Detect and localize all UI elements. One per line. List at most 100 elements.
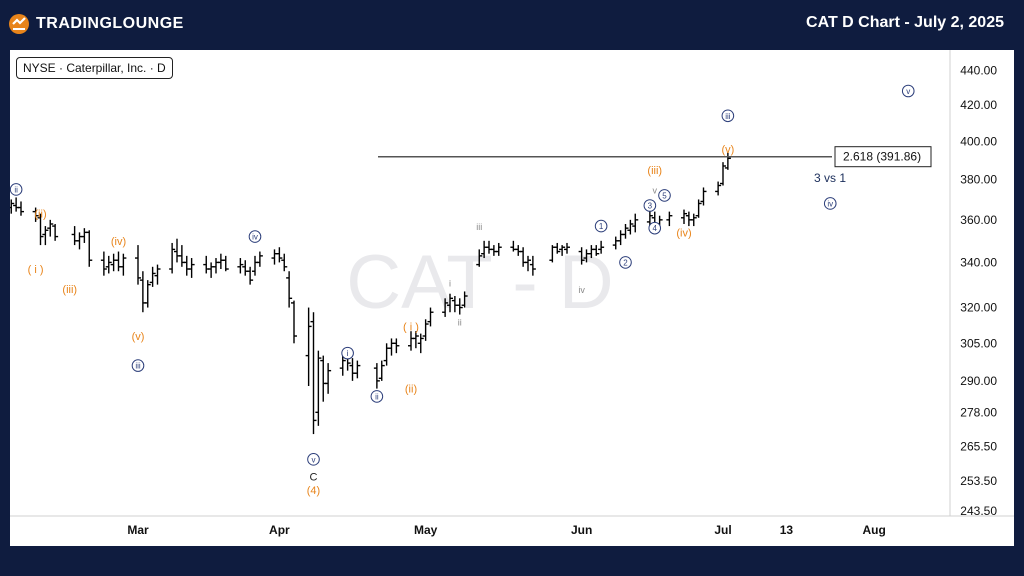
svg-text:(iv): (iv) bbox=[676, 227, 691, 239]
svg-text:(v): (v) bbox=[721, 144, 734, 156]
ohlc-bar bbox=[183, 255, 190, 276]
wave-label: (ii) bbox=[405, 384, 417, 396]
ohlc-bar bbox=[724, 152, 731, 170]
wave-label: v bbox=[307, 453, 320, 466]
ohlc-bar bbox=[144, 280, 151, 308]
ohlc-bar bbox=[354, 360, 361, 379]
svg-text:iii: iii bbox=[476, 222, 482, 232]
ohlc-bar bbox=[695, 199, 702, 218]
svg-text:iv: iv bbox=[252, 233, 258, 242]
ohlc-bar bbox=[564, 242, 570, 254]
wave-label: 5 bbox=[658, 189, 671, 202]
wave-label: (iii) bbox=[62, 284, 77, 296]
ohlc-bar bbox=[632, 213, 639, 233]
ohlc-bar bbox=[149, 266, 156, 287]
ohlc-bar bbox=[47, 219, 54, 237]
ohlc-bar bbox=[174, 238, 180, 263]
y-tick-label: 265.50 bbox=[960, 440, 997, 454]
y-tick-label: 320.00 bbox=[960, 301, 997, 315]
x-tick-label: Jul bbox=[714, 523, 731, 537]
svg-text:5: 5 bbox=[662, 191, 667, 200]
ohlc-bar bbox=[388, 338, 395, 356]
wave-label: v bbox=[653, 185, 658, 195]
ohlc-bar bbox=[720, 162, 726, 186]
annotation-text: 3 vs 1 bbox=[814, 171, 846, 185]
ohlc-bar bbox=[325, 363, 332, 394]
svg-text:4: 4 bbox=[653, 224, 658, 233]
ohlc-bar bbox=[598, 240, 605, 254]
wave-label: ii bbox=[9, 183, 23, 196]
wave-label: ii bbox=[370, 390, 384, 403]
ohlc-bar bbox=[237, 258, 244, 274]
ohlc-bar bbox=[32, 207, 39, 222]
top-bar: TRADINGLOUNGE CAT D Chart - July 2, 2025 bbox=[0, 0, 1024, 48]
ohlc-bar bbox=[105, 255, 112, 274]
brand-name: TRADINGLOUNGE bbox=[36, 15, 184, 32]
wave-label: iii bbox=[721, 109, 735, 123]
ohlc-bar bbox=[525, 255, 531, 272]
ohlc-bar bbox=[135, 245, 141, 285]
ohlc-bar bbox=[617, 230, 624, 246]
ohlc-bar bbox=[408, 331, 414, 351]
wave-label: i bbox=[449, 278, 451, 288]
fib-level-label: 2.618 (391.86) bbox=[834, 146, 932, 168]
svg-text:( i ): ( i ) bbox=[28, 264, 44, 276]
wave-label: (v) bbox=[721, 144, 734, 156]
ohlc-bar bbox=[442, 298, 449, 317]
ohlc-bar bbox=[690, 213, 697, 227]
ohlc-bar bbox=[13, 197, 20, 212]
ohlc-bar bbox=[188, 258, 195, 278]
svg-text:iii: iii bbox=[725, 112, 731, 121]
ohlc-bar bbox=[461, 291, 468, 308]
ohlc-bar bbox=[320, 355, 327, 402]
ohlc-bar bbox=[256, 251, 263, 267]
svg-text:3: 3 bbox=[648, 202, 653, 211]
y-tick-label: 290.00 bbox=[960, 374, 997, 388]
ohlc-bar bbox=[700, 187, 707, 206]
wave-label: (ii) bbox=[34, 209, 46, 221]
x-tick-label: May bbox=[414, 523, 438, 537]
ohlc-bar bbox=[247, 266, 254, 285]
svg-text:( i ): ( i ) bbox=[403, 321, 419, 333]
ohlc-bar bbox=[120, 253, 127, 276]
wave-label: iii bbox=[476, 222, 482, 232]
svg-text:(iii): (iii) bbox=[62, 284, 77, 296]
svg-text:ii: ii bbox=[375, 392, 379, 401]
wave-label: 1 bbox=[594, 219, 608, 233]
ohlc-bar bbox=[8, 199, 15, 214]
ohlc-bar bbox=[291, 300, 297, 344]
svg-text:v: v bbox=[906, 87, 910, 96]
ohlc-bar bbox=[622, 223, 629, 239]
wave-label: 4 bbox=[648, 221, 662, 235]
y-tick-label: 253.50 bbox=[960, 474, 997, 488]
ohlc-bar bbox=[213, 258, 219, 274]
ohlc-bar bbox=[37, 213, 44, 246]
ohlc-bar bbox=[76, 232, 83, 250]
y-tick-label: 305.00 bbox=[960, 336, 997, 350]
wave-label: ( i ) bbox=[403, 321, 419, 333]
svg-text:ii: ii bbox=[458, 318, 462, 328]
svg-text:iv: iv bbox=[827, 199, 833, 208]
x-tick-label: Aug bbox=[862, 523, 885, 537]
ohlc-bar bbox=[86, 230, 93, 267]
page-title: CAT D Chart - July 2, 2025 bbox=[806, 14, 1004, 31]
wave-label: iii bbox=[131, 359, 145, 372]
brand-logo: TRADINGLOUNGE bbox=[8, 10, 184, 38]
svg-text:iv: iv bbox=[578, 285, 585, 295]
ohlc-bar bbox=[81, 228, 88, 243]
x-tick-label: 13 bbox=[780, 523, 794, 537]
ohlc-bar bbox=[393, 338, 400, 354]
ohlc-bar bbox=[666, 211, 673, 227]
svg-text:i: i bbox=[347, 349, 349, 358]
ohlc-bar bbox=[305, 307, 312, 387]
ohlc-bar bbox=[681, 209, 687, 224]
svg-text:(ii): (ii) bbox=[405, 384, 417, 396]
svg-text:(v): (v) bbox=[132, 331, 145, 343]
ohlc-bar bbox=[559, 245, 566, 256]
ohlc-bar bbox=[593, 245, 600, 256]
svg-text:v: v bbox=[312, 455, 316, 464]
ohlc-bar bbox=[476, 249, 483, 267]
wave-label: iv bbox=[578, 285, 585, 295]
ohlc-bar bbox=[554, 242, 561, 254]
ohlc-bar bbox=[208, 262, 215, 278]
